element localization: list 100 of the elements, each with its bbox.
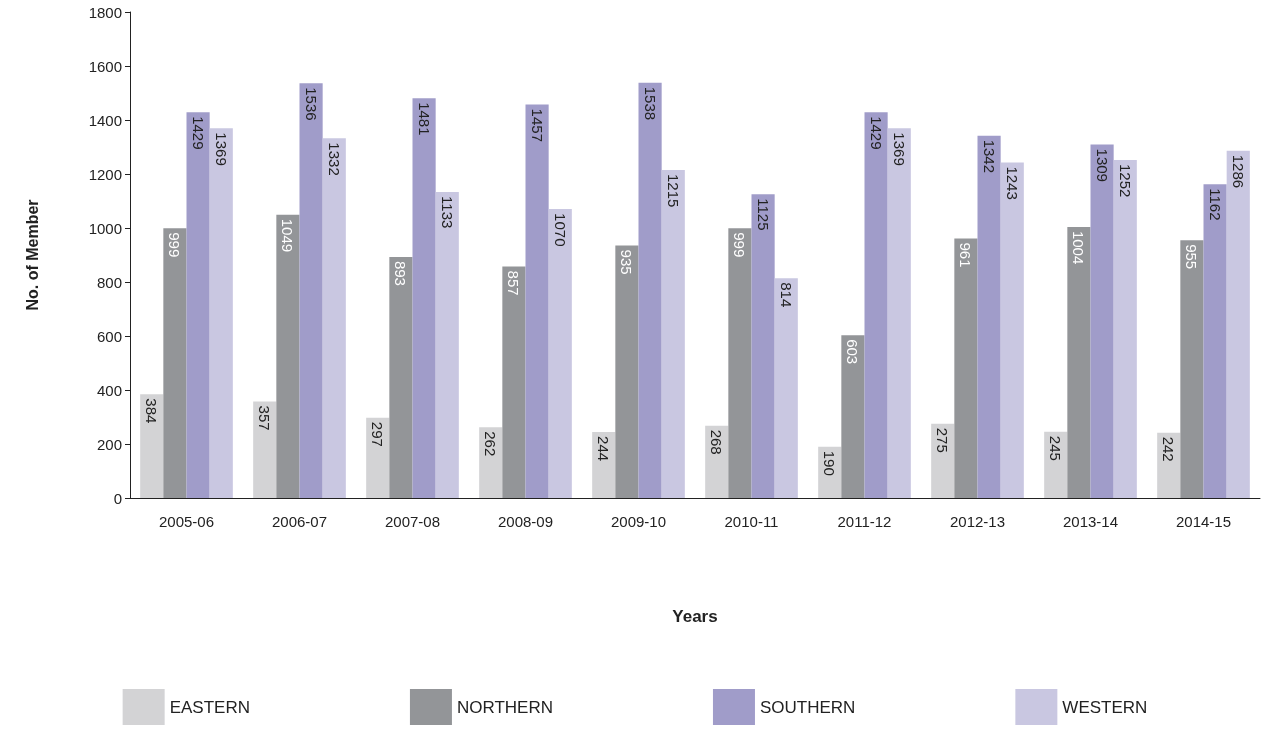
y-tick-label: 0 (113, 489, 122, 507)
data-label: 1536 (302, 87, 320, 121)
bar (276, 214, 300, 498)
bar (592, 432, 616, 498)
bar (163, 228, 187, 498)
bar (1000, 162, 1024, 498)
y-tick-label: 1800 (88, 3, 122, 21)
x-tick-label: 2005-06 (158, 513, 215, 530)
data-label: 1133 (438, 196, 456, 229)
data-label: 1481 (415, 102, 433, 136)
data-label: 1215 (664, 173, 682, 208)
y-tick-label: 800 (96, 273, 122, 291)
bar (841, 335, 865, 498)
y-tick-label: 200 (96, 435, 122, 453)
data-label: 857 (505, 270, 523, 296)
data-label: 955 (1183, 244, 1201, 270)
bar (751, 194, 775, 498)
bar (638, 82, 662, 498)
data-label: 999 (731, 232, 749, 258)
x-tick-label: 2007-08 (384, 513, 441, 530)
legend-label: SOUTHERN (759, 697, 856, 717)
x-tick-label: 2008-09 (497, 513, 554, 530)
bar (502, 266, 526, 498)
y-tick-label: 600 (96, 327, 122, 345)
y-tick-label: 1400 (88, 111, 122, 129)
bar (728, 228, 752, 498)
bar (548, 209, 572, 498)
data-label: 297 (369, 421, 387, 447)
bar (931, 423, 955, 498)
data-label: 384 (143, 398, 161, 424)
data-label: 603 (844, 339, 862, 365)
data-label: 1049 (279, 218, 297, 253)
bar (661, 169, 685, 498)
bar (140, 394, 164, 498)
data-label: 190 (821, 450, 839, 476)
bar (322, 138, 346, 498)
bar (864, 112, 888, 498)
bar (1113, 159, 1137, 498)
x-tick-label: 2009-10 (610, 513, 667, 530)
x-axis-title: Years (672, 607, 718, 626)
data-label: 935 (618, 249, 636, 275)
data-label: 1252 (1116, 163, 1134, 198)
data-label: 893 (392, 260, 410, 286)
y-tick-label: 1600 (88, 57, 122, 75)
data-label: 1070 (551, 213, 569, 247)
bar (954, 238, 978, 498)
bar (209, 128, 233, 498)
data-label: 1429 (867, 116, 885, 150)
x-tick-label: 2012-13 (949, 513, 1006, 530)
data-label: 244 (595, 436, 613, 462)
data-label: 1004 (1070, 230, 1088, 265)
data-label: 1429 (189, 116, 207, 150)
data-label: 1243 (1003, 166, 1021, 200)
y-tick-label: 400 (96, 381, 122, 399)
bar (615, 245, 639, 498)
y-axis-title: No. of Member (23, 199, 41, 311)
bar (253, 401, 277, 498)
data-label: 1538 (641, 86, 659, 121)
data-label: 1457 (528, 108, 546, 142)
data-label: 1125 (754, 198, 772, 231)
x-tick-label: 2013-14 (1062, 513, 1119, 530)
bar (1067, 226, 1091, 498)
data-label: 245 (1047, 435, 1065, 461)
data-label: 262 (482, 431, 500, 457)
y-tick-label: 1200 (88, 165, 122, 183)
bar (1090, 144, 1114, 498)
data-label: 1369 (212, 132, 230, 166)
y-tick-label: 1000 (88, 219, 122, 237)
bar (479, 427, 503, 498)
x-tick-label: 2011-12 (837, 513, 892, 530)
legend-label: EASTERN (169, 697, 250, 717)
bar (774, 278, 798, 498)
data-label: 961 (957, 242, 975, 268)
data-label: 1286 (1229, 154, 1247, 189)
bar (366, 417, 390, 498)
bar (1203, 184, 1227, 498)
data-label: 1162 (1206, 188, 1224, 221)
x-tick-label: 2010-11 (724, 513, 779, 530)
data-label: 268 (708, 429, 726, 455)
bar (435, 192, 459, 498)
data-label: 814 (777, 282, 795, 308)
data-label: 1332 (325, 142, 343, 176)
bar (299, 83, 323, 498)
data-label: 357 (256, 405, 274, 431)
data-label: 1342 (980, 139, 998, 174)
bar (412, 98, 436, 498)
x-tick-label: 2006-07 (271, 513, 328, 530)
bar (525, 104, 549, 498)
bar (887, 128, 911, 498)
bar (977, 135, 1001, 498)
bar (1180, 240, 1204, 498)
legend-label: NORTHERN (456, 697, 553, 717)
data-label: 275 (934, 427, 952, 453)
bar (389, 256, 413, 498)
x-tick-label: 2014-15 (1175, 513, 1232, 530)
data-label: 999 (166, 232, 184, 258)
bar (186, 112, 210, 498)
data-label: 1369 (890, 132, 908, 166)
data-label: 242 (1160, 436, 1178, 462)
data-label: 1309 (1093, 148, 1111, 182)
